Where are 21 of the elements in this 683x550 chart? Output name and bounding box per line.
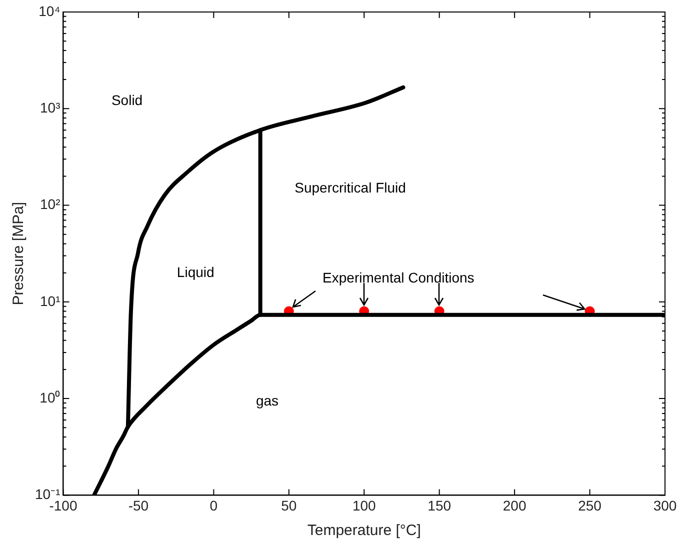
annotation: gas: [256, 392, 279, 408]
y-tick-label: 10²: [40, 196, 61, 212]
annotation: Supercritical Fluid: [294, 180, 406, 196]
x-axis-title: Temperature [°C]: [307, 522, 421, 540]
y-tick-label: 10³: [40, 100, 61, 116]
x-tick-label: 300: [653, 497, 677, 514]
x-tick-label: 200: [502, 497, 526, 514]
y-tick-label: 10⁴: [38, 2, 60, 19]
y-tick-label: 10⁰: [40, 389, 60, 406]
x-tick-label: 0: [210, 497, 218, 514]
annotation: Solid: [111, 92, 143, 108]
x-tick-label: 50: [281, 497, 297, 514]
annotation: Experimental Conditions: [322, 270, 474, 286]
x-tick-label: 150: [428, 497, 452, 514]
x-tick-label: -50: [128, 497, 149, 514]
x-tick-label: 100: [352, 497, 376, 514]
x-tick-label: 250: [578, 497, 602, 514]
annotation: Liquid: [176, 264, 214, 280]
y-axis-title: Pressure [MPa]: [10, 202, 28, 306]
x-tick-label: -100: [49, 497, 78, 514]
y-tick-label: 10¹: [40, 292, 61, 309]
